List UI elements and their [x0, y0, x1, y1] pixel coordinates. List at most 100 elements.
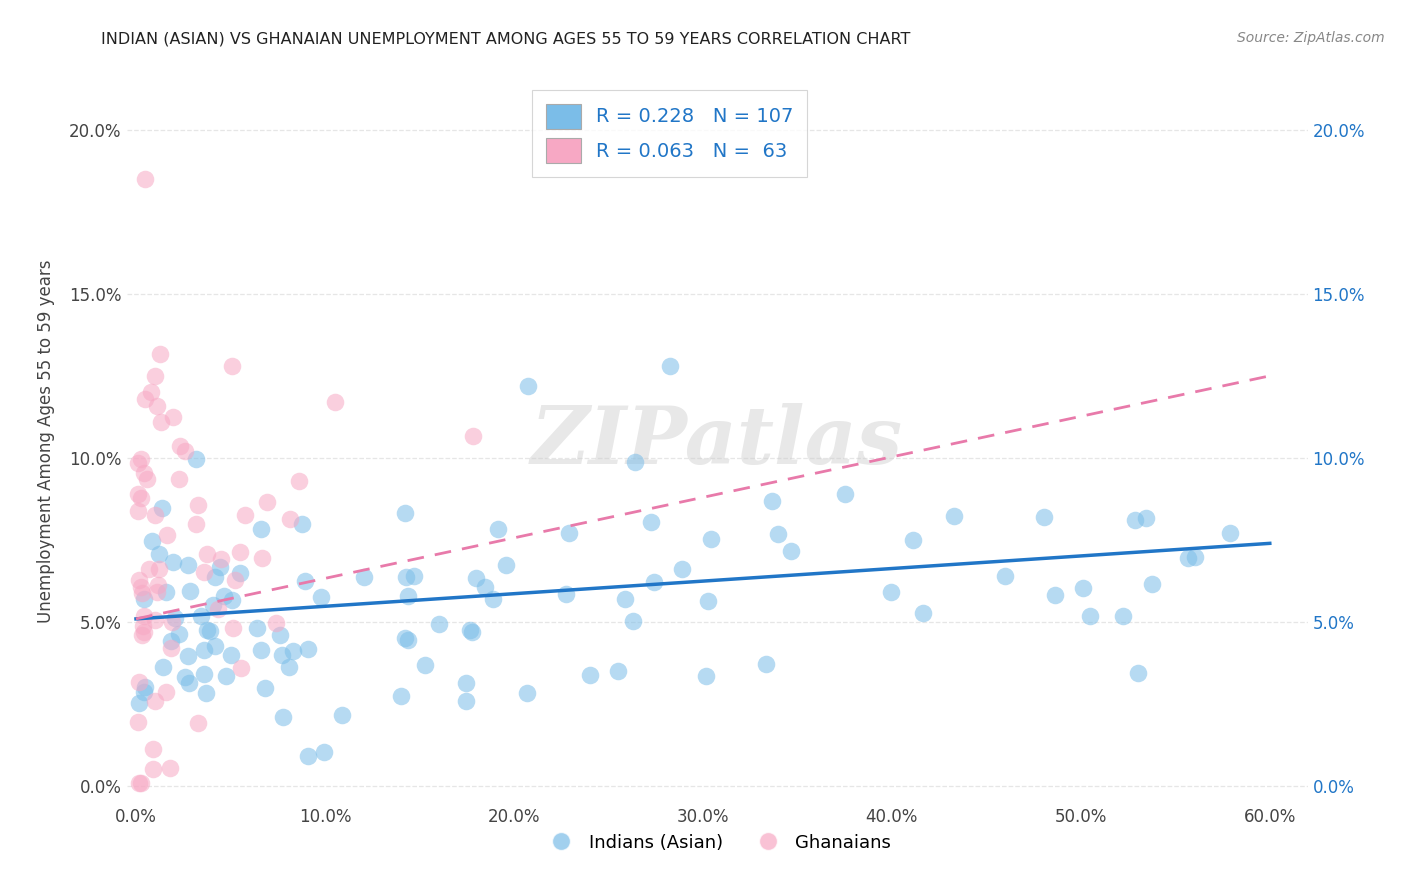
Point	[458, 623, 481, 637]
Point	[246, 621, 269, 635]
Point	[150, 501, 173, 516]
Point	[283, 644, 305, 658]
Point	[482, 592, 505, 607]
Point	[184, 517, 207, 532]
Point	[160, 634, 183, 648]
Point	[127, 487, 149, 501]
Point	[221, 593, 243, 607]
Point	[249, 523, 271, 537]
Point	[323, 395, 346, 409]
Point	[256, 495, 278, 509]
Point	[134, 171, 156, 186]
Point	[278, 659, 301, 673]
Point	[314, 745, 336, 759]
Point	[193, 643, 215, 657]
Text: Source: ZipAtlas.com: Source: ZipAtlas.com	[1237, 31, 1385, 45]
Point	[129, 452, 152, 467]
Point	[1184, 549, 1206, 564]
Point	[190, 608, 212, 623]
Point	[658, 359, 681, 373]
Point	[486, 522, 509, 536]
Point	[297, 641, 319, 656]
Point	[353, 570, 375, 584]
Point	[912, 606, 935, 620]
Point	[176, 558, 198, 573]
Point	[145, 693, 167, 707]
Text: INDIAN (ASIAN) VS GHANAIAN UNEMPLOYMENT AMONG AGES 55 TO 59 YEARS CORRELATION CH: INDIAN (ASIAN) VS GHANAIAN UNEMPLOYMENT …	[101, 31, 911, 46]
Point	[169, 439, 191, 453]
Point	[454, 694, 477, 708]
Point	[297, 748, 319, 763]
Point	[696, 593, 718, 607]
Point	[579, 668, 602, 682]
Point	[128, 573, 150, 587]
Point	[136, 472, 159, 486]
Point	[389, 690, 412, 704]
Point	[167, 472, 190, 486]
Point	[766, 527, 789, 541]
Point	[224, 573, 246, 587]
Point	[149, 415, 172, 429]
Point	[134, 684, 156, 698]
Point	[463, 429, 485, 443]
Point	[159, 761, 181, 775]
Point	[215, 669, 238, 683]
Point	[134, 608, 156, 623]
Point	[233, 508, 256, 522]
Point	[606, 664, 628, 678]
Point	[138, 561, 160, 575]
Point	[177, 648, 200, 663]
Point	[163, 611, 186, 625]
Point	[474, 580, 496, 594]
Point	[394, 506, 416, 520]
Point	[221, 359, 243, 373]
Point	[624, 455, 647, 469]
Point	[465, 571, 488, 585]
Point	[454, 676, 477, 690]
Y-axis label: Unemployment Among Ages 55 to 59 years: Unemployment Among Ages 55 to 59 years	[38, 260, 55, 624]
Point	[160, 615, 183, 630]
Point	[253, 681, 276, 695]
Point	[177, 675, 200, 690]
Point	[134, 467, 156, 481]
Point	[173, 444, 195, 458]
Point	[229, 544, 252, 558]
Point	[516, 378, 538, 392]
Point	[129, 491, 152, 505]
Point	[640, 515, 662, 529]
Point	[413, 657, 436, 672]
Point	[994, 569, 1017, 583]
Point	[834, 486, 856, 500]
Point	[128, 696, 150, 710]
Point	[396, 590, 419, 604]
Point	[780, 544, 803, 558]
Point	[132, 625, 155, 640]
Point	[179, 584, 201, 599]
Legend: Indians (Asian), Ghanaians: Indians (Asian), Ghanaians	[536, 826, 898, 859]
Point	[1078, 609, 1101, 624]
Point	[127, 504, 149, 518]
Point	[207, 601, 229, 615]
Point	[1218, 525, 1240, 540]
Point	[134, 681, 156, 695]
Point	[209, 552, 232, 566]
Point	[398, 632, 420, 647]
Point	[495, 558, 517, 572]
Point	[143, 368, 166, 383]
Point	[160, 640, 183, 655]
Point	[880, 585, 903, 599]
Point	[755, 657, 778, 671]
Point	[193, 565, 215, 579]
Point	[148, 547, 170, 561]
Point	[461, 625, 484, 640]
Point	[1112, 609, 1135, 624]
Point	[695, 668, 717, 682]
Point	[288, 474, 311, 488]
Point	[143, 613, 166, 627]
Point	[128, 674, 150, 689]
Point	[269, 627, 291, 641]
Point	[614, 591, 637, 606]
Point	[131, 585, 153, 599]
Point	[198, 624, 221, 639]
Point	[1071, 581, 1094, 595]
